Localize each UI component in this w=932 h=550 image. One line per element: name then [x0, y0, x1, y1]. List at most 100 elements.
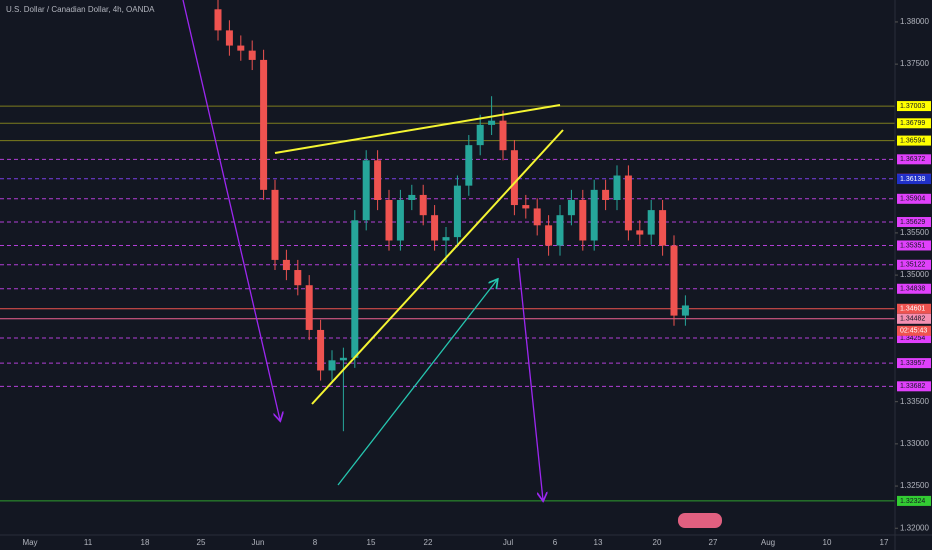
level-label: 1.34601 — [900, 306, 925, 313]
level-label-bg — [897, 101, 931, 112]
candle-body — [271, 189, 279, 260]
trend-line — [274, 104, 561, 154]
x-tick-label: 10 — [823, 538, 832, 547]
level-label: 1.35629 — [900, 219, 925, 226]
candle-body — [419, 194, 427, 216]
level-label: 1.34482 — [900, 316, 925, 323]
x-tick-label: 11 — [84, 538, 93, 547]
x-tick-label: 17 — [880, 538, 889, 547]
y-tick-label: 1.35000 — [900, 270, 929, 279]
level-label-bg — [897, 313, 931, 324]
x-tick-label: 15 — [367, 538, 376, 547]
y-tick-label: 1.37500 — [900, 59, 929, 68]
x-tick-label: 25 — [197, 538, 206, 547]
countdown-bg — [897, 325, 931, 336]
y-tick-label: 1.35500 — [900, 228, 929, 237]
level-label-bg — [897, 240, 931, 251]
level-label-bg — [897, 174, 931, 185]
candle-body — [602, 189, 610, 200]
level-label-bg — [897, 154, 931, 165]
candle-body — [488, 120, 496, 125]
arrow — [182, 0, 280, 420]
level-label-bg — [897, 381, 931, 392]
event-badge[interactable] — [678, 513, 722, 528]
candle-body — [396, 199, 404, 241]
candle-body — [613, 175, 621, 200]
x-tick-label: 20 — [653, 538, 662, 547]
level-label-bg — [897, 495, 931, 506]
candle-body — [681, 305, 689, 316]
level-label: 1.36138 — [900, 176, 925, 183]
level-label: 1.35351 — [900, 242, 925, 249]
candle-body — [374, 160, 382, 200]
x-tick-label: 8 — [313, 538, 318, 547]
countdown: 02:45:43 — [900, 328, 927, 335]
candle-body — [225, 30, 233, 46]
candle-body — [237, 45, 245, 51]
level-label-bg — [897, 358, 931, 369]
chart-title: U.S. Dollar / Canadian Dollar, 4h, OANDA — [6, 5, 155, 14]
candle-body — [499, 120, 507, 151]
x-tick-label: 27 — [709, 538, 718, 547]
y-tick-label: 1.33000 — [900, 439, 929, 448]
arrow — [337, 280, 497, 486]
candle-body — [385, 199, 393, 241]
candle-body — [294, 270, 302, 286]
candle-body — [476, 124, 484, 146]
y-tick-label: 1.32500 — [900, 481, 929, 490]
level-label: 1.34254 — [900, 335, 925, 342]
candle-body — [328, 360, 336, 371]
drawings — [182, 0, 722, 528]
level-label-bg — [897, 118, 931, 129]
candle-body — [647, 210, 655, 235]
y-tick-label: 1.33500 — [900, 397, 929, 406]
level-label: 1.36594 — [900, 137, 925, 144]
candle-body — [431, 215, 439, 241]
candle-body — [214, 9, 222, 31]
level-label: 1.33957 — [900, 360, 925, 367]
level-label: 1.33682 — [900, 383, 925, 390]
candle-body — [579, 199, 587, 241]
candle-body — [305, 285, 313, 330]
level-label: 1.37003 — [900, 103, 925, 110]
level-label: 1.36799 — [900, 120, 925, 127]
x-tick-label: 13 — [594, 538, 603, 547]
level-label: 1.32324 — [900, 498, 925, 505]
level-label: 1.35122 — [900, 262, 925, 269]
level-label: 1.36372 — [900, 156, 925, 163]
candle-body — [545, 225, 553, 246]
candle-body — [260, 59, 268, 190]
level-label-bg — [897, 303, 931, 314]
trend-line — [311, 129, 564, 405]
candle-body — [453, 185, 461, 238]
candle-body — [567, 199, 575, 216]
candle-body — [248, 50, 256, 60]
x-tick-label: Jun — [252, 538, 265, 547]
level-label: 1.34838 — [900, 286, 925, 293]
candle-body — [408, 194, 416, 200]
level-label-bg — [897, 333, 931, 344]
x-tick-label: May — [22, 538, 37, 547]
x-tick-label: 6 — [553, 538, 558, 547]
candle-body — [362, 160, 370, 221]
candle-body — [636, 230, 644, 235]
candle-body — [556, 215, 564, 246]
x-tick-label: 22 — [424, 538, 433, 547]
level-label: 1.35904 — [900, 196, 925, 203]
candle-body — [465, 145, 473, 186]
arrow — [517, 257, 543, 500]
candle-body — [624, 175, 632, 231]
candle-body — [282, 259, 290, 271]
level-label-bg — [897, 259, 931, 270]
candle-body — [339, 357, 347, 361]
candle-body — [522, 205, 530, 209]
candle-body — [659, 210, 667, 246]
candle-body — [351, 220, 359, 358]
candle-body — [442, 237, 450, 241]
x-tick-label: Aug — [761, 538, 775, 547]
y-tick-label: 1.38000 — [900, 17, 929, 26]
candle-body — [317, 329, 325, 371]
level-label-bg — [897, 217, 931, 228]
level-label-bg — [897, 193, 931, 204]
